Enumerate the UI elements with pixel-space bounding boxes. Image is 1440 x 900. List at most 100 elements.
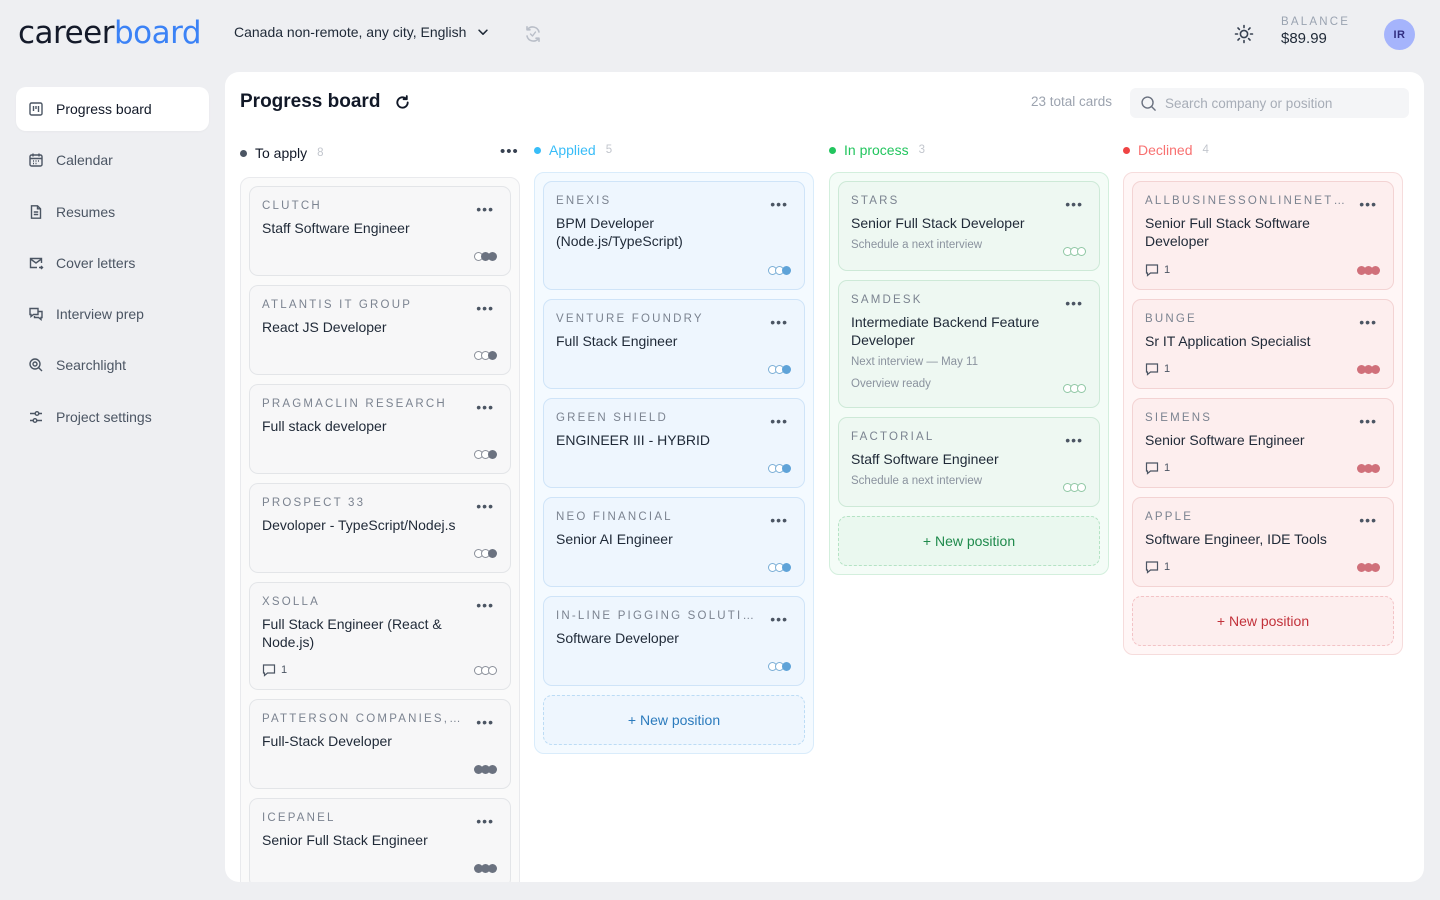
status-toggle-icon[interactable] (474, 864, 497, 873)
careerboard-logo[interactable]: career board (18, 15, 202, 51)
sidebar-item-calendar[interactable]: Calendar (16, 138, 209, 182)
more-icon[interactable]: ••• (770, 196, 788, 212)
status-toggle-icon[interactable] (1357, 365, 1380, 374)
more-icon[interactable]: ••• (476, 813, 494, 829)
card-company: ENEXIS (556, 195, 612, 207)
more-icon[interactable]: ••• (1359, 314, 1377, 330)
column-card-list: CLUTCH Staff Software Engineer ••• ATLAN… (240, 177, 520, 882)
status-toggle-icon[interactable] (474, 765, 497, 774)
location-selector[interactable]: Canada non-remote, any city, English (234, 24, 490, 40)
comment-icon (1145, 363, 1159, 376)
job-card[interactable]: NEO FINANCIAL Senior AI Engineer ••• (543, 497, 805, 587)
more-icon[interactable]: ••• (476, 714, 494, 730)
new-position-button[interactable]: + New position (1132, 596, 1394, 646)
card-status-note: Next interview — May 11 (851, 356, 978, 368)
more-icon[interactable]: ••• (1065, 196, 1083, 212)
card-role: Intermediate Backend Feature Developer (851, 314, 1040, 348)
status-toggle-icon[interactable] (1357, 563, 1380, 572)
job-card[interactable]: BUNGE Sr IT Application Specialist ••• 1 (1132, 299, 1394, 389)
job-card[interactable]: PRAGMACLIN RESEARCH Full stack developer… (249, 384, 511, 474)
sidebar-item-searchlight[interactable]: Searchlight (16, 343, 209, 387)
new-position-button[interactable]: + New position (543, 695, 805, 745)
sidebar-item-project-settings[interactable]: Project settings (16, 395, 209, 439)
status-toggle-icon[interactable] (474, 549, 497, 558)
total-cards-count: 23 total cards (1031, 94, 1113, 109)
more-icon[interactable]: ••• (500, 143, 519, 160)
more-icon[interactable]: ••• (476, 597, 494, 613)
status-toggle-icon[interactable] (474, 252, 497, 261)
job-card[interactable]: ENEXIS BPM Developer (Node.js/TypeScript… (543, 181, 805, 290)
comment-icon (1145, 561, 1159, 574)
card-company: BUNGE (1145, 313, 1197, 325)
job-card[interactable]: SIEMENS Senior Software Engineer ••• 1 (1132, 398, 1394, 488)
card-role: Full Stack Engineer (React & Node.js) (262, 616, 442, 650)
comment-count[interactable]: 1 (1145, 263, 1170, 277)
status-toggle-icon[interactable] (1063, 483, 1086, 492)
card-role: React JS Developer (262, 319, 387, 335)
more-icon[interactable]: ••• (770, 512, 788, 528)
status-toggle-icon[interactable] (768, 464, 791, 473)
status-toggle-icon[interactable] (1063, 247, 1086, 256)
job-card[interactable]: ICEPANEL Senior Full Stack Engineer ••• (249, 798, 511, 882)
sync-icon[interactable] (523, 24, 543, 44)
card-role: Full-Stack Developer (262, 733, 392, 749)
mail-icon (29, 257, 44, 270)
job-card[interactable]: XSOLLA Full Stack Engineer (React & Node… (249, 582, 511, 690)
status-toggle-icon[interactable] (768, 365, 791, 374)
more-icon[interactable]: ••• (1065, 295, 1083, 311)
job-card[interactable]: VENTURE FOUNDRY Full Stack Engineer ••• (543, 299, 805, 389)
logo-text-career: career (18, 15, 115, 51)
job-card[interactable]: APPLE Software Engineer, IDE Tools ••• 1 (1132, 497, 1394, 587)
job-card[interactable]: ATLANTIS IT GROUP React JS Developer ••• (249, 285, 511, 375)
job-card[interactable]: PATTERSON COMPANIES, INC. Full-Stack Dev… (249, 699, 511, 789)
job-card[interactable]: ALLBUSINESSONLINENETWORK Senior Full Sta… (1132, 181, 1394, 290)
job-card[interactable]: CLUTCH Staff Software Engineer ••• (249, 186, 511, 276)
more-icon[interactable]: ••• (476, 201, 494, 217)
more-icon[interactable]: ••• (476, 498, 494, 514)
status-toggle-icon[interactable] (474, 351, 497, 360)
refresh-icon[interactable] (394, 94, 411, 111)
card-role: Senior AI Engineer (556, 531, 673, 547)
job-card[interactable]: PROSPECT 33 Devoloper - TypeScript/Nodej… (249, 483, 511, 573)
comment-count[interactable]: 1 (1145, 362, 1170, 376)
sidebar-item-progress-board[interactable]: Progress board (16, 87, 209, 131)
comment-count[interactable]: 1 (1145, 560, 1170, 574)
status-toggle-icon[interactable] (768, 266, 791, 275)
status-toggle-icon[interactable] (1063, 384, 1086, 393)
sidebar-item-resumes[interactable]: Resumes (16, 190, 209, 234)
top-bar: career board Canada non-remote, any city,… (0, 0, 1440, 68)
sidebar-item-label: Searchlight (56, 357, 127, 374)
comment-count[interactable]: 1 (1145, 461, 1170, 475)
job-card[interactable]: IN-LINE PIGGING SOLUTIONS Software Devel… (543, 596, 805, 686)
status-toggle-icon[interactable] (474, 450, 497, 459)
job-card[interactable]: GREEN SHIELD ENGINEER III - HYBRID ••• (543, 398, 805, 488)
more-icon[interactable]: ••• (476, 399, 494, 415)
card-status-note: Schedule a next interview (851, 475, 983, 487)
sun-icon[interactable] (1233, 23, 1255, 45)
logo-text-board: board (114, 15, 202, 51)
status-toggle-icon[interactable] (1357, 464, 1380, 473)
status-toggle-icon[interactable] (1357, 266, 1380, 275)
more-icon[interactable]: ••• (476, 300, 494, 316)
more-icon[interactable]: ••• (1359, 512, 1377, 528)
more-icon[interactable]: ••• (1359, 413, 1377, 429)
sidebar-item-cover-letters[interactable]: Cover letters (16, 241, 209, 285)
status-toggle-icon[interactable] (768, 563, 791, 572)
job-card[interactable]: SAMDESK Intermediate Backend Feature Dev… (838, 280, 1100, 408)
avatar[interactable]: IR (1384, 19, 1415, 50)
new-position-button[interactable]: + New position (838, 516, 1100, 566)
more-icon[interactable]: ••• (1065, 432, 1083, 448)
sidebar-item-interview-prep[interactable]: Interview prep (16, 292, 209, 336)
search-input[interactable] (1165, 95, 1395, 111)
search-box[interactable] (1130, 88, 1409, 118)
status-toggle-icon[interactable] (474, 666, 497, 675)
column-header: In process 3 (829, 140, 925, 160)
more-icon[interactable]: ••• (770, 413, 788, 429)
more-icon[interactable]: ••• (1359, 196, 1377, 212)
more-icon[interactable]: ••• (770, 611, 788, 627)
job-card[interactable]: FACTORIAL Staff Software Engineer Schedu… (838, 417, 1100, 507)
comment-count[interactable]: 1 (262, 663, 287, 677)
more-icon[interactable]: ••• (770, 314, 788, 330)
status-toggle-icon[interactable] (768, 662, 791, 671)
job-card[interactable]: STARS Senior Full Stack Developer Schedu… (838, 181, 1100, 271)
